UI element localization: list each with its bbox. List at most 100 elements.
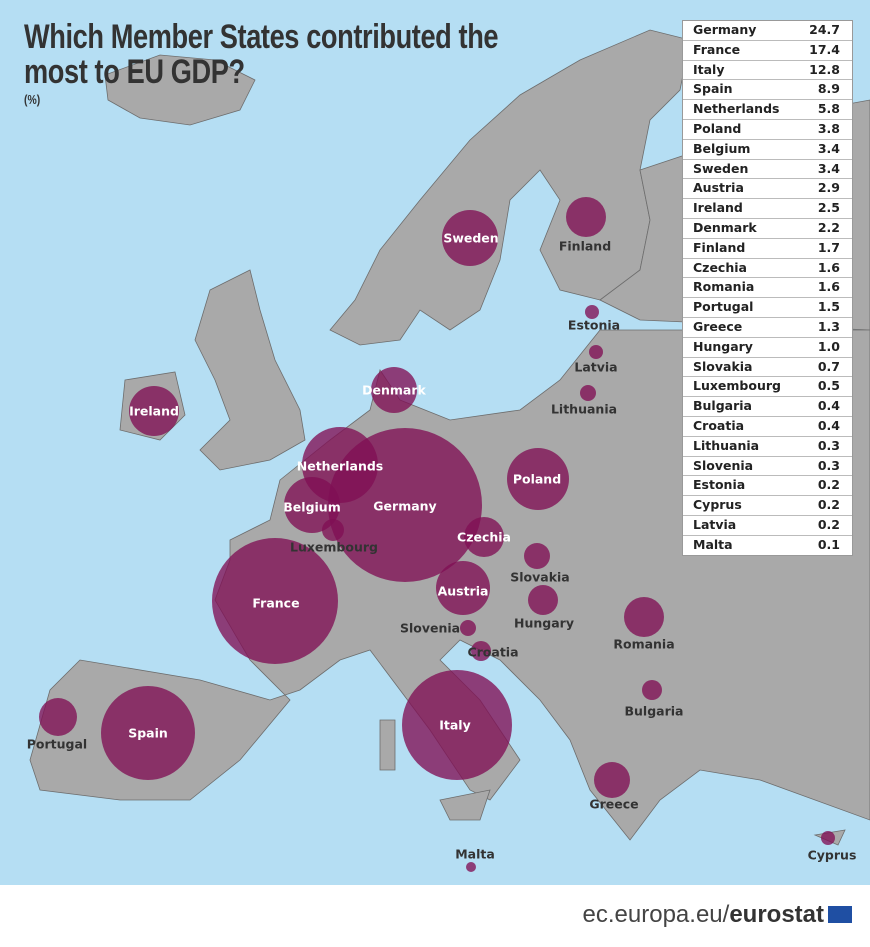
table-row-finland: Finland 1.7 <box>683 239 852 259</box>
country-value: 0.3 <box>817 437 840 453</box>
country-value: 1.6 <box>817 279 840 295</box>
bubble-malta <box>466 862 476 872</box>
country-name: Czechia <box>693 259 747 275</box>
bubble-spain <box>101 686 195 780</box>
map-label-austria: Austria <box>437 583 489 599</box>
map-label-hungary: Hungary <box>514 615 574 631</box>
country-name: Slovakia <box>693 358 753 374</box>
country-value: 0.7 <box>817 358 840 374</box>
map-label-ireland: Ireland <box>129 403 179 419</box>
great-britain <box>194 269 306 471</box>
bubble-hungary <box>528 585 558 615</box>
country-name: Bulgaria <box>693 398 752 414</box>
country-value: 3.4 <box>817 140 840 156</box>
country-value: 0.2 <box>817 497 840 513</box>
country-name: Finland <box>693 239 746 255</box>
table-row-latvia: Latvia 0.2 <box>683 516 852 536</box>
map-label-france: France <box>252 595 300 611</box>
eu-flag-icon <box>828 906 852 923</box>
table-row-denmark: Denmark 2.2 <box>683 219 852 239</box>
bubble-romania <box>624 597 664 637</box>
country-value: 8.9 <box>817 81 840 97</box>
bubble-austria <box>436 561 490 615</box>
iceland <box>104 54 256 126</box>
bubble-luxembourg <box>322 519 344 541</box>
table-row-slovenia: Slovenia 0.3 <box>683 457 852 477</box>
url-prefix: ec.europa.eu/ <box>582 901 730 928</box>
bubble-lithuania <box>580 385 596 401</box>
table-row-germany: Germany 24.7 <box>683 21 852 41</box>
country-value: 0.5 <box>817 378 840 394</box>
country-name: Ireland <box>693 200 743 216</box>
country-value: 1.5 <box>817 299 840 315</box>
unit-label: (%) <box>24 92 41 107</box>
table-row-hungary: Hungary 1.0 <box>683 338 852 358</box>
country-value: 1.0 <box>817 338 840 354</box>
map-label-croatia: Croatia <box>467 644 519 660</box>
bubble-finland <box>566 197 606 237</box>
map-label-poland: Poland <box>512 471 562 487</box>
country-value: 0.1 <box>817 536 840 552</box>
table-row-ireland: Ireland 2.5 <box>683 199 852 219</box>
country-value: 2.5 <box>817 200 840 216</box>
country-value: 5.8 <box>817 101 840 117</box>
table-row-bulgaria: Bulgaria 0.4 <box>683 397 852 417</box>
table-row-czechia: Czechia 1.6 <box>683 259 852 279</box>
table-row-cyprus: Cyprus 0.2 <box>683 496 852 516</box>
map-label-latvia: Latvia <box>574 359 618 375</box>
map-label-finland: Finland <box>558 238 612 254</box>
country-name: Netherlands <box>693 101 780 117</box>
eurostat-link[interactable]: ec.europa.eu/eurostat <box>583 901 824 929</box>
map-label-denmark: Denmark <box>362 382 426 398</box>
table-row-spain: Spain 8.9 <box>683 80 852 101</box>
country-name: Hungary <box>693 338 753 354</box>
bubble-croatia <box>471 641 491 661</box>
table-row-belgium: Belgium 3.4 <box>683 140 852 160</box>
country-name: Slovenia <box>693 457 754 473</box>
country-name: Spain <box>693 81 733 97</box>
sardinia <box>379 719 396 771</box>
map-label-italy: Italy <box>439 717 471 733</box>
country-name: Italy <box>693 61 725 77</box>
map-label-luxembourg: Luxembourg <box>290 539 378 555</box>
map-label-cyprus: Cyprus <box>807 847 857 863</box>
table-row-luxembourg: Luxembourg 0.5 <box>683 377 852 398</box>
map-label-lithuania: Lithuania <box>550 401 618 417</box>
country-value: 0.4 <box>817 398 840 414</box>
bubble-czechia <box>464 517 504 557</box>
country-name: Austria <box>693 180 744 196</box>
table-row-slovakia: Slovakia 0.7 <box>683 358 852 378</box>
country-name: Croatia <box>693 417 745 433</box>
table-row-malta: Malta 0.1 <box>683 536 852 555</box>
gdp-share-table: Germany 24.7 France 17.4 Italy 12.8 Spain 8.9 Ne… <box>682 20 853 556</box>
country-value: 24.7 <box>809 22 840 37</box>
bubble-estonia <box>585 305 599 319</box>
country-value: 1.6 <box>817 259 840 275</box>
table-row-portugal: Portugal 1.5 <box>683 298 852 318</box>
map-label-estonia: Estonia <box>567 317 621 333</box>
country-value: 0.3 <box>817 457 840 473</box>
map-label-greece: Greece <box>589 796 639 812</box>
country-name: Poland <box>693 120 742 136</box>
table-row-france: France 17.4 <box>683 41 852 61</box>
country-value: 1.3 <box>817 318 840 334</box>
country-name: France <box>693 41 741 57</box>
table-row-sweden: Sweden 3.4 <box>683 160 852 180</box>
bubble-cyprus <box>821 831 835 845</box>
country-name: Romania <box>693 279 755 295</box>
country-name: Portugal <box>693 299 754 315</box>
map-label-czechia: Czechia <box>457 529 511 545</box>
bubble-ireland <box>129 386 179 436</box>
country-name: Belgium <box>693 140 751 156</box>
map-label-sweden: Sweden <box>443 230 499 246</box>
table-row-lithuania: Lithuania 0.3 <box>683 437 852 457</box>
country-value: 2.2 <box>817 219 840 235</box>
page-title: Which Member States contributed the most… <box>24 18 499 91</box>
sicily <box>439 789 491 821</box>
country-value: 1.7 <box>817 239 840 255</box>
country-name: Estonia <box>693 477 746 493</box>
map-label-romania: Romania <box>613 636 675 652</box>
map-label-bulgaria: Bulgaria <box>624 703 684 719</box>
table-row-italy: Italy 12.8 <box>683 61 852 81</box>
country-name: Greece <box>693 318 743 334</box>
